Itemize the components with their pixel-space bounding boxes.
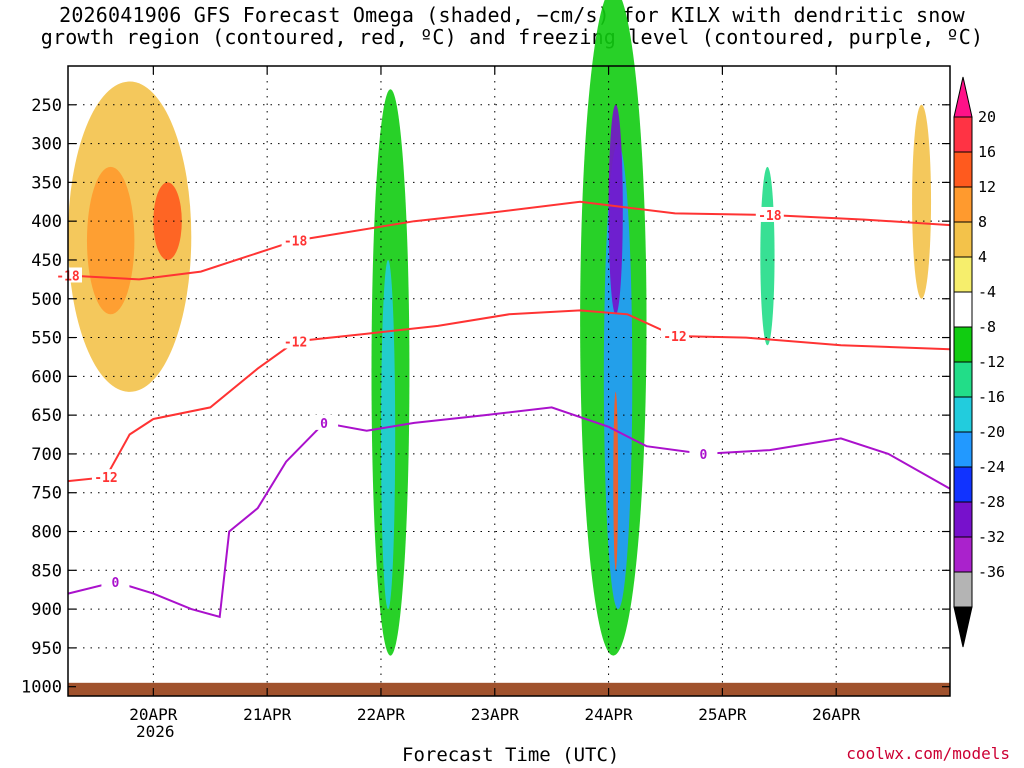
colorbar: 20 16 12 8 4 -4 -8 -12 -16 -20 -24 -28 -32 -36 — [953, 76, 1005, 648]
contour-label-bg-dgz-minus18-2 — [755, 206, 784, 222]
contour-dgz-minus18 — [67, 200, 951, 281]
omega-shading — [68, 0, 932, 656]
contour-label-freezing-level-2: 0 — [700, 448, 708, 463]
colorbar-label-4: 4 — [978, 248, 987, 266]
y-tick-label-550: 550 — [31, 329, 62, 349]
colorbar-swatch-7 — [953, 361, 973, 398]
contour-label-bg-freezing-level-1 — [310, 414, 339, 430]
y-tick-label-650: 650 — [31, 406, 62, 426]
shade-warm-core-a — [86, 166, 135, 315]
contour-label-dgz-minus18-2: -18 — [758, 209, 782, 224]
x-tick-label-25APR: 25APR — [698, 705, 747, 724]
y-tick-label-850: 850 — [31, 561, 62, 581]
colorbar-label-11: -28 — [978, 493, 1005, 511]
ground-surface — [68, 682, 950, 696]
colorbar-swatch-10 — [953, 466, 973, 503]
colorbar-label-13: -36 — [978, 563, 1005, 581]
y-tick-label-300: 300 — [31, 135, 62, 155]
year-label: 2026 — [136, 722, 175, 741]
colorbar-bottom-arrow — [953, 606, 973, 648]
contour-label-bg-dgz-minus12-0 — [91, 469, 120, 485]
colorbar-label-1: 16 — [978, 143, 996, 161]
x-tick-label-24APR: 24APR — [584, 705, 633, 724]
shade-rising-col-22apr-core — [380, 259, 396, 610]
chart-title-line-2: growth region (contoured, red, ºC) and f… — [40, 25, 984, 49]
y-tick-label-250: 250 — [31, 96, 62, 116]
colorbar-swatch-2 — [953, 186, 973, 223]
colorbar-label-5: -4 — [978, 283, 996, 301]
colorbar-swatch-13 — [953, 571, 973, 608]
y-tick-label-900: 900 — [31, 600, 62, 620]
colorbar-swatch-0 — [953, 116, 973, 153]
contour-label-dgz-minus12-2: -12 — [663, 330, 686, 345]
y-tick-label-800: 800 — [31, 523, 62, 543]
colorbar-swatch-8 — [953, 396, 973, 433]
colorbar-swatch-11 — [953, 501, 973, 538]
colorbar-swatch-12 — [953, 536, 973, 573]
shade-warm-core-b — [153, 182, 182, 260]
contour-label-dgz-minus18-1: -18 — [284, 235, 308, 250]
grid-lines — [68, 66, 950, 696]
chart-title: 2026041906 GFS Forecast Omega (shaded, −… — [0, 4, 1024, 48]
x-axis-label: Forecast Time (UTC) — [402, 744, 620, 766]
y-tick-label-350: 350 — [31, 173, 62, 193]
contour-label-freezing-level-1: 0 — [320, 417, 328, 432]
contour-freezing-level — [67, 406, 951, 619]
y-tick-label-400: 400 — [31, 212, 62, 232]
colorbar-label-8: -16 — [978, 388, 1005, 406]
y-tick-label-500: 500 — [31, 290, 62, 310]
contour-label-bg-freezing-level-2 — [689, 445, 718, 461]
y-axis: 250 300 350 400 450 500 550 600 650 700 750 800 850 9… — [21, 96, 950, 698]
colorbar-label-0: 20 — [978, 108, 996, 126]
y-tick-label-700: 700 — [31, 445, 62, 465]
x-tick-label-20APR: 20APR — [129, 705, 178, 724]
colorbar-label-10: -24 — [978, 458, 1005, 476]
colorbar-label-3: 8 — [978, 213, 987, 231]
shade-warm-26apr — [912, 104, 932, 299]
colorbar-label-12: -32 — [978, 528, 1005, 546]
x-axis: 20APR 21APR 22APR 23APR 24APR 25APR 26APR — [129, 66, 861, 724]
contour-label-bg-dgz-minus12-2 — [660, 328, 689, 343]
shade-rising-col-25apr — [760, 166, 775, 346]
plot-frame — [67, 65, 951, 697]
y-tick-label-1000: 1000 — [21, 678, 62, 698]
colorbar-swatch-3 — [953, 221, 973, 258]
contour-label-dgz-minus12-0: -12 — [94, 471, 117, 486]
credit-link[interactable]: coolwx.com/models — [846, 744, 1010, 763]
contour-dgz-minus12 — [67, 309, 951, 483]
contour-label-bg-freezing-level-0 — [101, 573, 130, 589]
x-tick-label-22APR: 22APR — [357, 705, 406, 724]
shade-sinking-24apr — [613, 391, 619, 571]
y-tick-label-450: 450 — [31, 251, 62, 271]
colorbar-swatch-1 — [953, 151, 973, 188]
x-tick-label-26APR: 26APR — [812, 705, 861, 724]
colorbar-label-7: -12 — [978, 353, 1005, 371]
contour-label-dgz-minus12-1: -12 — [284, 335, 307, 350]
colorbar-swatch-6 — [953, 326, 973, 363]
y-tick-label-600: 600 — [31, 367, 62, 387]
contour-label-bg-dgz-minus12-1 — [281, 333, 310, 349]
contour-label-bg-dgz-minus18-1 — [281, 232, 310, 248]
x-tick-label-23APR: 23APR — [471, 705, 520, 724]
x-tick-label-21APR: 21APR — [243, 705, 292, 724]
colorbar-top-arrow — [953, 76, 973, 118]
colorbar-swatch-5 — [953, 291, 973, 328]
colorbar-label-6: -8 — [978, 318, 996, 336]
y-tick-label-950: 950 — [31, 639, 62, 659]
colorbar-label-2: 12 — [978, 178, 996, 196]
colorbar-swatch-4 — [953, 256, 973, 293]
shade-rising-col-24apr-deep — [608, 104, 623, 315]
y-tick-label-750: 750 — [31, 484, 62, 504]
contour-label-freezing-level-0: 0 — [112, 576, 120, 591]
chart-title-line-1: 2026041906 GFS Forecast Omega (shaded, −… — [59, 3, 965, 27]
colorbar-swatch-9 — [953, 431, 973, 468]
colorbar-label-9: -20 — [978, 423, 1005, 441]
